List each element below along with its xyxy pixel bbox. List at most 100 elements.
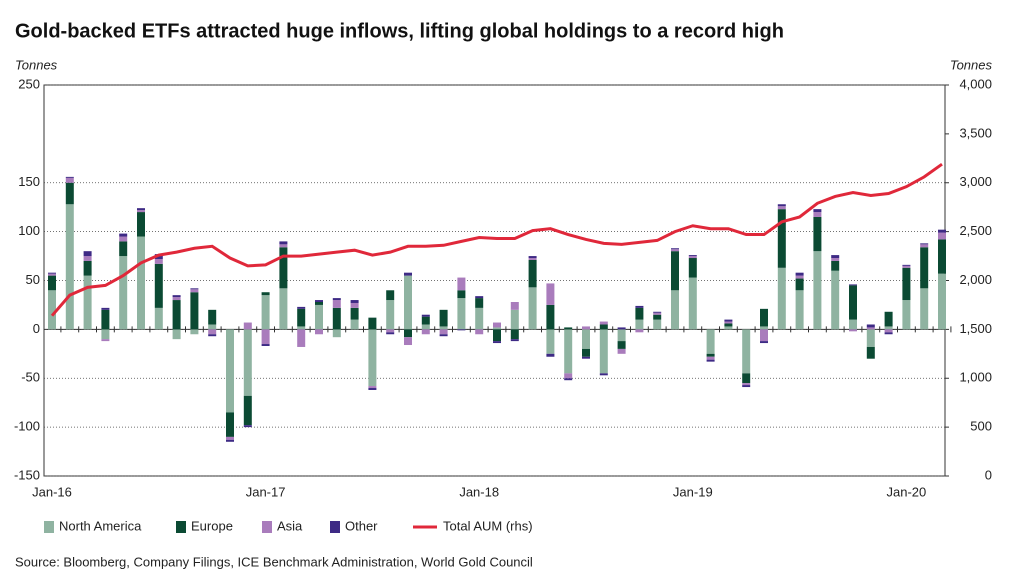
y2-tick-label: 4,000	[959, 76, 992, 91]
bar-segment	[777, 206, 786, 210]
bar-segment	[760, 329, 768, 342]
bar-segment	[457, 298, 466, 330]
bar-segment	[599, 321, 608, 325]
legend-label: Other	[345, 518, 378, 533]
bar-segment	[493, 322, 501, 328]
bar-segment	[368, 388, 377, 390]
bar-segment	[404, 337, 412, 346]
bar-segment	[172, 295, 181, 298]
bar-segment	[172, 300, 181, 330]
bar-segment	[688, 258, 697, 278]
bar-segment	[688, 255, 697, 257]
bar-segment	[528, 259, 537, 288]
bar-segment	[190, 288, 199, 290]
bar-segment	[350, 319, 359, 330]
y-tick-label: -50	[21, 370, 40, 385]
bar-segment	[457, 329, 466, 331]
bar-segment	[920, 288, 929, 330]
bar-segment	[101, 339, 110, 342]
bar-segment	[617, 329, 626, 342]
bar-segment	[119, 236, 128, 242]
aum-line	[50, 162, 943, 317]
bar-segment	[866, 346, 875, 359]
legend-label: Europe	[191, 518, 233, 533]
bar-segment	[671, 251, 679, 291]
x-tick-label: Jan-17	[246, 484, 286, 499]
bar-segment	[831, 270, 840, 330]
bar-segment	[350, 302, 359, 308]
bar-segment	[617, 341, 626, 349]
bar-segment	[564, 327, 573, 330]
bar-segment	[599, 373, 608, 376]
bar-segment	[350, 300, 359, 303]
bar-segment	[617, 348, 626, 354]
bar-segment	[332, 329, 341, 338]
y2-axis-label: Tonnes	[950, 57, 993, 72]
bar-segment	[706, 356, 715, 360]
bar-segment	[938, 229, 946, 233]
bar-segment	[48, 290, 56, 330]
bar-segment	[404, 329, 412, 338]
bar-segment	[564, 378, 573, 381]
bar-segment	[831, 260, 840, 271]
bar-segment	[404, 275, 412, 330]
bar-segment	[938, 232, 946, 240]
bar-segment	[777, 204, 786, 207]
bar-segment	[564, 373, 573, 379]
bar-segment	[279, 244, 288, 248]
bar-segment	[902, 264, 911, 266]
bar-segment	[546, 304, 555, 330]
bar-segment	[724, 323, 733, 327]
bar-segment	[368, 317, 377, 330]
bar-segment	[65, 177, 74, 183]
bar-segment	[297, 308, 306, 327]
bar-segment	[315, 304, 323, 330]
bar-segment	[742, 385, 751, 388]
bar-segment	[119, 256, 128, 330]
bar-segment	[154, 258, 163, 264]
bar-segment	[849, 319, 857, 330]
bar-segment	[884, 311, 893, 327]
bar-segment	[813, 216, 822, 252]
bar-segment	[332, 300, 341, 308]
bar-segment	[599, 324, 608, 330]
bar-segment	[261, 329, 270, 345]
bar-segment	[386, 329, 395, 333]
bar-segment	[243, 322, 252, 330]
bar-segment	[279, 288, 288, 330]
bar-segment	[742, 383, 751, 386]
bar-segment	[493, 327, 501, 330]
bar-segment	[884, 332, 893, 335]
bar-segment	[884, 329, 893, 333]
bar-segment	[261, 344, 270, 346]
bar-segment	[368, 329, 377, 387]
bar-segment	[831, 258, 840, 261]
bar-segment	[261, 292, 270, 296]
bar-segment	[457, 290, 466, 299]
bar-segment	[475, 298, 484, 308]
x-tick-label: Jan-16	[32, 484, 72, 499]
bar-segment	[902, 300, 911, 330]
bar-segment	[261, 295, 270, 330]
bar-segment	[688, 256, 697, 259]
bar-segment	[813, 212, 822, 217]
bar-segment	[65, 204, 74, 330]
bar-segment	[101, 307, 110, 310]
bar-segment	[920, 244, 929, 248]
bar-segment	[866, 324, 875, 328]
bar-segment	[777, 209, 786, 268]
bar-segment	[421, 316, 430, 325]
bar-segment	[920, 247, 929, 289]
bar-segment	[546, 283, 555, 305]
x-tick-label: Jan-19	[673, 484, 713, 499]
legend-swatch	[176, 521, 186, 533]
bar-segment	[671, 249, 679, 252]
bar-segment	[48, 272, 56, 274]
bar-segment	[101, 329, 110, 340]
legend-swatch	[262, 521, 272, 533]
bar-segment	[653, 314, 662, 320]
y-tick-label: -100	[14, 419, 40, 434]
bar-segment	[528, 256, 537, 259]
bar-segment	[706, 359, 715, 362]
